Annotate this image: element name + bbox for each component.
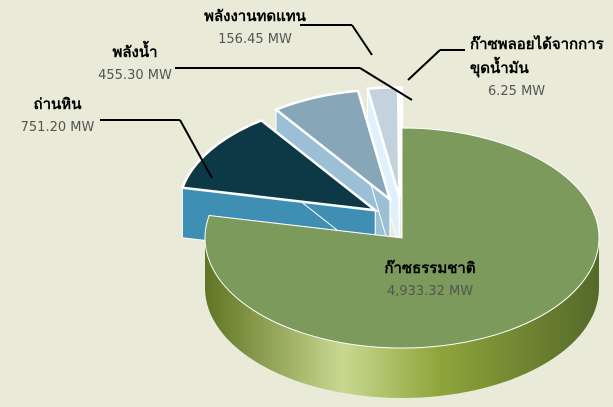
slice-top bbox=[180, 119, 380, 212]
slice-top bbox=[273, 89, 393, 203]
slice-top bbox=[365, 86, 401, 198]
leader-line bbox=[351, 24, 373, 56]
leader-line bbox=[407, 49, 441, 81]
value-label: 751.20 MW bbox=[20, 120, 95, 135]
category-label: พลังงานทดแทน bbox=[204, 7, 306, 25]
label-group: พลังงานทดแทน 156.45 MW bbox=[165, 4, 345, 52]
label-group: ถ่านหิน 751.20 MW bbox=[0, 92, 115, 140]
value-label: 4,933.32 MW bbox=[386, 284, 474, 299]
slice-side bbox=[205, 238, 599, 398]
slice-top bbox=[204, 127, 600, 349]
label-group: ก๊าซธรรมชาติ 4,933.32 MW bbox=[360, 256, 500, 304]
value-label: 6.25 MW bbox=[488, 84, 546, 99]
leader-line bbox=[359, 67, 413, 101]
slice-top bbox=[399, 85, 404, 198]
label-group: พลังน้ำ 455.30 MW bbox=[70, 40, 200, 88]
category-label: ถ่านหิน bbox=[33, 95, 82, 113]
value-label: 156.45 MW bbox=[218, 32, 292, 47]
category-label: พลังน้ำ bbox=[112, 43, 158, 61]
leader-line bbox=[179, 119, 213, 179]
category-label: ก๊าซธรรมชาติ bbox=[384, 259, 476, 277]
slice bbox=[204, 127, 600, 398]
category-label: ก๊าซพลอยได้จากการขุดน้ำมัน bbox=[470, 35, 604, 77]
value-label: 455.30 MW bbox=[98, 68, 172, 83]
label-group: ก๊าซพลอยได้จากการขุดน้ำมัน 6.25 MW bbox=[470, 32, 610, 104]
